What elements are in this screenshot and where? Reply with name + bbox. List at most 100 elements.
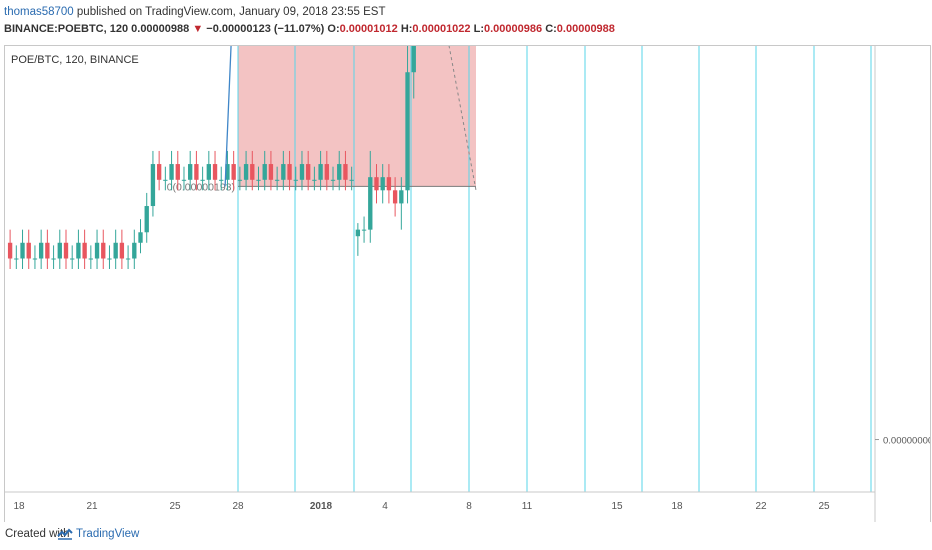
- candle-body: [368, 177, 373, 230]
- candle-body: [200, 179, 205, 181]
- candle-body: [26, 242, 31, 259]
- x-tick-label: 4: [382, 501, 388, 512]
- fib-zone: [238, 0, 476, 187]
- x-tick-label: 2018: [310, 501, 333, 512]
- x-tick-label: 18: [671, 501, 683, 512]
- candle-body: [411, 0, 416, 73]
- x-tick-label: 8: [466, 501, 472, 512]
- low-label: L:: [473, 23, 484, 35]
- x-tick-label: 11: [522, 501, 533, 512]
- candle-body: [374, 177, 379, 191]
- candle-body: [150, 164, 156, 207]
- candle-body: [188, 164, 193, 180]
- candle-body: [287, 164, 292, 180]
- x-tick-label: 18: [13, 501, 25, 512]
- candle-body: [349, 179, 354, 181]
- candle-body: [20, 242, 25, 259]
- candle-body: [107, 258, 112, 260]
- author-link[interactable]: thomas58700: [4, 6, 74, 18]
- candle-body: [70, 258, 75, 260]
- y-tick-label: 0.00000000: [883, 436, 930, 447]
- candle-body: [194, 164, 199, 180]
- high-label: H:: [400, 23, 413, 35]
- candle-body: [132, 242, 137, 259]
- change-value: −0.00000123 (−11.07%): [206, 23, 325, 35]
- candle-body: [243, 164, 249, 180]
- candle-body: [88, 258, 94, 260]
- candle-body: [399, 190, 404, 204]
- candle-body: [299, 164, 305, 180]
- price-chart[interactable]: 0(0.00000193)0.236(0.00000474)0.382(0.00…: [4, 0, 932, 525]
- candle-body: [250, 164, 255, 180]
- high-value: 0.00001022: [412, 23, 471, 35]
- down-arrow-icon: ▼: [192, 23, 204, 35]
- candle-body: [281, 164, 286, 180]
- x-tick-label: 21: [86, 501, 98, 512]
- tradingview-brand-link[interactable]: TradingView: [76, 528, 140, 540]
- chart-header: thomas58700 published on TradingView.com…: [0, 0, 932, 44]
- candle-body: [268, 164, 274, 180]
- candle-body: [125, 258, 131, 260]
- close-value: 0.00000988: [556, 23, 615, 35]
- candle-body: [163, 179, 168, 181]
- candle-body: [212, 164, 218, 180]
- candle-body: [51, 258, 56, 260]
- candle-body: [156, 164, 162, 180]
- last-price: 0.00000988: [131, 23, 190, 35]
- candle-body: [94, 242, 100, 259]
- x-tick-label: 22: [755, 501, 767, 512]
- x-tick-label: 25: [818, 501, 830, 512]
- candle-body: [330, 179, 336, 181]
- candle-body: [386, 177, 392, 191]
- candle-body: [219, 179, 224, 181]
- candle-body: [119, 242, 125, 259]
- candle-body: [113, 242, 118, 259]
- candle-body: [318, 164, 323, 180]
- candle-body: [274, 179, 280, 181]
- candle-body: [405, 72, 410, 191]
- candle-body: [231, 164, 236, 180]
- candle-body: [138, 232, 143, 243]
- symbol-label: BINANCE:POEBTC, 120: [4, 23, 129, 35]
- candle-body: [57, 242, 62, 259]
- candle-body: [45, 242, 50, 259]
- candle-body: [361, 229, 367, 231]
- candle-body: [225, 164, 230, 180]
- chart-canvas[interactable]: 0(0.00000193)0.236(0.00000474)0.382(0.00…: [5, 0, 932, 524]
- candle-body: [324, 164, 329, 180]
- x-tick-label: 15: [611, 501, 623, 512]
- candle-body: [175, 164, 180, 180]
- candle-body: [392, 190, 398, 204]
- candle-body: [76, 242, 81, 259]
- published-text: published on TradingView.com, January 09…: [76, 6, 386, 18]
- open-value: 0.00001012: [339, 23, 398, 35]
- candle-body: [144, 206, 149, 233]
- candle-body: [293, 179, 298, 181]
- footer: Created with TradingView: [0, 522, 932, 550]
- low-value: 0.00000986: [484, 23, 543, 35]
- candle-body: [38, 242, 44, 259]
- chart-legend: POE/BTC, 120, BINANCE: [11, 54, 139, 66]
- candle-body: [312, 179, 317, 181]
- publish-info: thomas58700 published on TradingView.com…: [4, 6, 385, 18]
- candle-body: [14, 258, 19, 260]
- tradingview-logo-icon: [57, 528, 73, 540]
- candle-body: [343, 164, 348, 180]
- candle-body: [206, 164, 211, 180]
- close-label: C:: [545, 23, 557, 35]
- candle-body: [181, 179, 187, 181]
- x-tick-label: 28: [232, 501, 244, 512]
- candle-body: [32, 258, 38, 260]
- candle-body: [355, 229, 361, 237]
- candle-body: [306, 164, 311, 180]
- candle-body: [262, 164, 267, 180]
- candle-body: [337, 164, 342, 180]
- candle-body: [82, 242, 87, 259]
- created-with-text: Created with: [5, 528, 70, 540]
- ohlc-line: BINANCE:POEBTC, 120 0.00000988 ▼ −0.0000…: [4, 23, 615, 35]
- candle-body: [237, 179, 243, 181]
- candle-body: [380, 177, 385, 191]
- open-label: O:: [327, 23, 340, 35]
- candle-body: [63, 242, 69, 259]
- candle-body: [169, 164, 174, 180]
